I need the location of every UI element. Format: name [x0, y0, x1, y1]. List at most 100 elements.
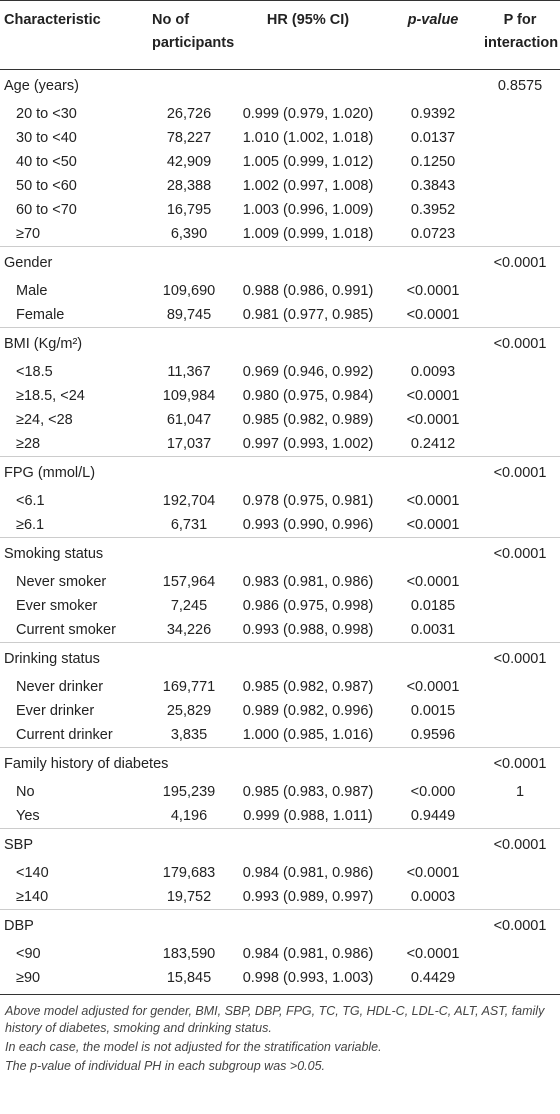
cell: 17,037	[166, 436, 212, 452]
group-label: Smoking status	[0, 537, 480, 570]
cell: <0.0001	[406, 283, 460, 299]
subgroup-row: ≥70 6,390 1.009 (0.999, 1.018) 0.0723	[0, 222, 560, 247]
cell: 0.0137	[410, 130, 456, 146]
cell: 0.985 (0.982, 0.987)	[242, 679, 374, 695]
cell: ≥90	[0, 966, 148, 995]
cell: 42,909	[166, 154, 212, 170]
group-label: Drinking status	[0, 642, 480, 675]
cell: 20 to <30	[16, 106, 77, 122]
cell: ≥24, <28	[16, 412, 73, 428]
cell: 0.999 (0.988, 1.011)	[243, 808, 373, 824]
cell: 40 to <50	[16, 154, 77, 170]
interaction-p: <0.0001	[480, 828, 560, 861]
subgroup-row: ≥28 17,037 0.997 (0.993, 1.002) 0.2412	[0, 432, 560, 457]
cell: 1	[515, 784, 525, 800]
cell: 3,835	[170, 727, 208, 743]
cell: 7,245	[170, 598, 208, 614]
cell: 19,752	[166, 889, 212, 905]
cell: <0.0001	[406, 865, 460, 881]
empty-cell	[480, 303, 560, 328]
cell: 169,771	[162, 679, 216, 695]
cell: 0.983 (0.981, 0.986)	[242, 574, 374, 590]
subgroup-row: 20 to <30 26,726 0.999 (0.979, 1.020) 0.939…	[0, 102, 560, 126]
group-row: BMI (Kg/m²) <0.0001	[0, 327, 560, 360]
group-row: Age (years) 0.8575	[0, 70, 560, 103]
cell: 0.969 (0.946, 0.992)	[242, 364, 374, 380]
table-header: Characteristic No of participants HR (95…	[0, 0, 560, 70]
header-cell: HR (95% CI)	[230, 0, 386, 70]
subgroup-row: Never smoker 157,964 0.983 (0.981, 0.986) <…	[0, 570, 560, 594]
group-label: Age (years)	[4, 78, 79, 94]
cell: 1.002 (0.997, 1.008)	[242, 178, 374, 194]
cell: 0.985 (0.983, 0.987)	[242, 784, 374, 800]
empty-cell	[480, 723, 560, 748]
cell: 0.0015	[410, 703, 456, 719]
cell: 61,047	[166, 412, 212, 428]
cell: <0.0001	[406, 412, 460, 428]
cell: 0.980 (0.975, 0.984)	[242, 388, 374, 404]
cell: 0.999 (0.979, 1.020)	[242, 106, 374, 122]
cell: <140	[16, 865, 49, 881]
cell: 30 to <40	[16, 130, 77, 146]
cell: 0.978 (0.975, 0.981)	[242, 493, 374, 509]
results-table: Characteristic No of participants HR (95…	[0, 0, 560, 995]
cell: Never smoker	[16, 574, 107, 590]
footnote: Above model adjusted for gender, BMI, SB…	[5, 1004, 545, 1035]
group-row: Drinking status <0.0001	[0, 642, 560, 675]
subgroup-row: ≥140 19,752 0.993 (0.989, 0.997) 0.0003	[0, 885, 560, 910]
cell: 1.003 (0.996, 1.009)	[242, 202, 374, 218]
subgroup-row: 60 to <70 16,795 1.003 (0.996, 1.009) 0.395…	[0, 198, 560, 222]
subgroup-row: 50 to <60 28,388 1.002 (0.997, 1.008) 0.384…	[0, 174, 560, 198]
empty-cell	[480, 489, 560, 513]
cell: 0.0031	[410, 622, 456, 638]
cell: 6,731	[170, 517, 208, 533]
cell: 1.010 (1.002, 1.018)	[242, 130, 374, 146]
empty-cell	[480, 618, 560, 643]
cell: Current drinker	[16, 727, 113, 743]
cell: <0.0001	[406, 679, 460, 695]
cell: 0.4429	[386, 966, 480, 995]
empty-cell	[480, 885, 560, 910]
cell: 0.984 (0.981, 0.986)	[242, 865, 374, 881]
cell: <18.5	[16, 364, 53, 380]
empty-cell	[480, 174, 560, 198]
cell: 0.984 (0.981, 0.986)	[242, 946, 374, 962]
cell: <90	[16, 946, 41, 962]
group-label: FPG (mmol/L)	[0, 456, 480, 489]
empty-cell	[480, 942, 560, 966]
subgroup-row: <18.5 11,367 0.969 (0.946, 0.992) 0.0093	[0, 360, 560, 384]
cell: 0.989 (0.982, 0.996)	[242, 703, 374, 719]
group-row: Gender <0.0001	[0, 246, 560, 279]
cell: Ever drinker	[16, 703, 95, 719]
empty-cell	[480, 675, 560, 699]
cell: 195,239	[162, 784, 216, 800]
cell: 0.3952	[410, 202, 456, 218]
empty-cell	[480, 513, 560, 538]
header-cell: No of participants	[148, 0, 234, 70]
group-row: DBP <0.0001	[0, 909, 560, 942]
cell: <0.0001	[406, 946, 460, 962]
cell: ≥28	[16, 436, 41, 452]
cell: <0.0001	[406, 388, 460, 404]
cell: <0.0001	[406, 517, 460, 533]
cell: 0.0093	[410, 364, 456, 380]
cell: 16,795	[166, 202, 212, 218]
cell: 0.0723	[410, 226, 456, 242]
subgroup-row: <90 183,590 0.984 (0.981, 0.986) <0.0001	[0, 942, 560, 966]
interaction-p: <0.0001	[480, 456, 560, 489]
cell: 89,745	[166, 307, 212, 323]
cell: <0.0001	[406, 307, 460, 323]
cell: Ever smoker	[16, 598, 98, 614]
cell: 26,726	[166, 106, 212, 122]
footnotes: Above model adjusted for gender, BMI, SB…	[0, 995, 560, 1075]
cell: No	[16, 784, 35, 800]
cell: 0.3843	[410, 178, 456, 194]
interaction-p: <0.0001	[480, 327, 560, 360]
empty-cell	[480, 432, 560, 457]
cell: 25,829	[166, 703, 212, 719]
header-cell: Characteristic	[0, 0, 148, 70]
cell: 0.997 (0.993, 1.002)	[242, 436, 374, 452]
empty-cell	[480, 102, 560, 126]
cell: 0.985 (0.982, 0.989)	[242, 412, 374, 428]
